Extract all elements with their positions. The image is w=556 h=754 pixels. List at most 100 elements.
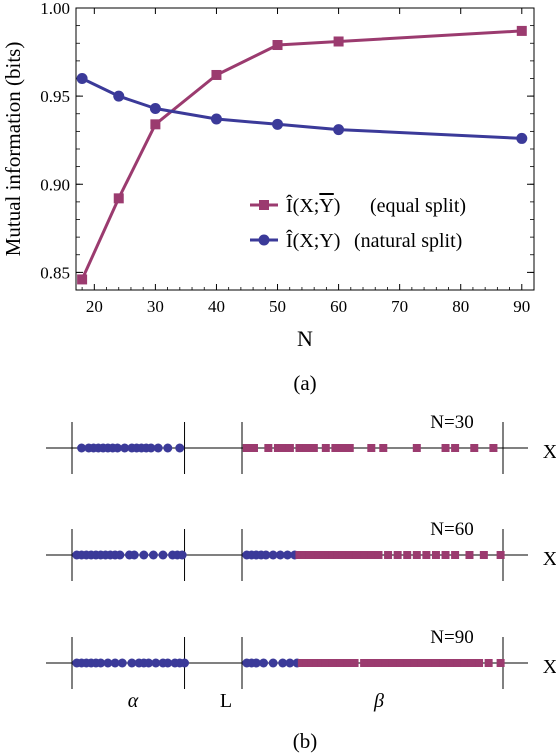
point-circle <box>175 443 185 453</box>
point-circle <box>103 658 113 668</box>
point-circle <box>115 550 125 560</box>
point-square <box>489 444 498 452</box>
point-circle <box>110 658 120 668</box>
point-circle <box>268 550 278 560</box>
point-square <box>431 551 440 559</box>
point-square <box>345 444 354 452</box>
point-square <box>479 551 488 559</box>
point-circle <box>163 658 173 668</box>
point-circle <box>177 550 187 560</box>
data-point-circle <box>113 90 125 102</box>
point-circle <box>77 443 87 453</box>
region-label-beta: β <box>373 690 384 712</box>
point-square <box>496 551 505 559</box>
point-square <box>307 659 316 667</box>
point-square <box>338 444 347 452</box>
point-square <box>295 444 304 452</box>
point-square <box>360 659 369 667</box>
y-tick-label: 0.85 <box>40 263 70 282</box>
data-point-circle <box>516 132 528 144</box>
legend-suffix-equal-split: (equal split) <box>370 195 466 217</box>
point-square <box>273 444 282 452</box>
data-point-circle <box>149 102 161 114</box>
point-square <box>302 659 311 667</box>
row-label: N=90 <box>430 627 473 648</box>
scatter-row: N=30 X <box>46 412 556 474</box>
point-square <box>321 444 330 452</box>
x-tick-label: 70 <box>391 297 408 316</box>
point-square <box>384 551 393 559</box>
point-circle <box>144 658 154 668</box>
point-square <box>295 551 304 559</box>
point-circle <box>285 658 295 668</box>
point-circle <box>120 443 130 453</box>
point-square <box>412 444 421 452</box>
point-square <box>451 551 460 559</box>
legend-suffix-natural-split: (natural split) <box>354 230 462 252</box>
point-square <box>264 444 273 452</box>
data-point-square <box>272 40 283 51</box>
point-circle <box>261 550 271 560</box>
point-square <box>381 659 390 667</box>
legend: Î(X;Y) (equal split) Î(X;Y) (natural spl… <box>250 194 466 252</box>
region-label-alpha: α <box>128 690 139 712</box>
legend-marker-square <box>259 200 269 210</box>
point-circle <box>112 443 122 453</box>
x-tick-label: 60 <box>330 297 347 316</box>
point-square <box>451 444 460 452</box>
scatter-row: N=60 X <box>46 519 556 581</box>
axis-label-x: X <box>543 656 556 678</box>
point-square <box>441 551 450 559</box>
data-point-circle <box>210 113 222 125</box>
point-square <box>367 659 376 667</box>
axis-ticks: 20 30 40 50 60 70 80 90 0.85 0.90 0.95 1.00 <box>40 0 535 316</box>
point-square <box>484 659 493 667</box>
x-tick-label: 80 <box>452 297 469 316</box>
point-square <box>410 659 419 667</box>
point-circle <box>117 658 127 668</box>
point-square <box>317 659 326 667</box>
point-square <box>360 551 369 559</box>
legend-item-natural-split: Î(X;Y) (natural split) <box>250 229 462 252</box>
data-point-circle <box>333 124 345 136</box>
panel-a-label: (a) <box>293 371 316 395</box>
row-label: N=60 <box>430 519 473 540</box>
point-circle <box>139 550 149 560</box>
legend-marker-circle <box>258 234 270 246</box>
axis-label-x: X <box>543 548 556 570</box>
legend-label-equal-split: Î(X;Y) <box>286 194 340 217</box>
point-square <box>422 551 431 559</box>
point-circle <box>158 550 168 560</box>
point-circle <box>153 443 163 453</box>
point-circle <box>180 658 190 668</box>
point-square <box>379 444 388 452</box>
point-square <box>460 659 469 667</box>
point-square <box>470 444 479 452</box>
y-tick-label: 0.90 <box>40 175 70 194</box>
y-axis-label: Mutual information (bits) <box>1 42 25 257</box>
panel-a-line-chart: 20 30 40 50 60 70 80 90 0.85 0.90 0.95 1.00 Mutual … <box>1 0 535 395</box>
point-square <box>343 659 352 667</box>
axis-label-x: X <box>543 441 556 463</box>
panel-b-label: (b) <box>293 729 318 753</box>
x-axis-label: N <box>297 326 313 351</box>
point-circle <box>146 443 156 453</box>
legend-label-natural-split: Î(X;Y) <box>286 229 340 252</box>
data-point-square <box>150 119 161 130</box>
point-square <box>324 551 333 559</box>
y-tick-label: 0.95 <box>40 87 70 106</box>
x-tick-label: 50 <box>269 297 286 316</box>
x-tick-label: 30 <box>147 297 164 316</box>
point-circle <box>259 658 269 668</box>
point-circle <box>148 550 158 560</box>
data-point-circle <box>272 118 284 130</box>
point-square <box>333 551 342 559</box>
point-square <box>249 444 258 452</box>
x-tick-label: 40 <box>208 297 225 316</box>
point-square <box>309 551 318 559</box>
point-square <box>297 659 306 667</box>
row-label: N=30 <box>430 412 473 433</box>
point-square <box>446 659 455 667</box>
point-square <box>441 444 450 452</box>
